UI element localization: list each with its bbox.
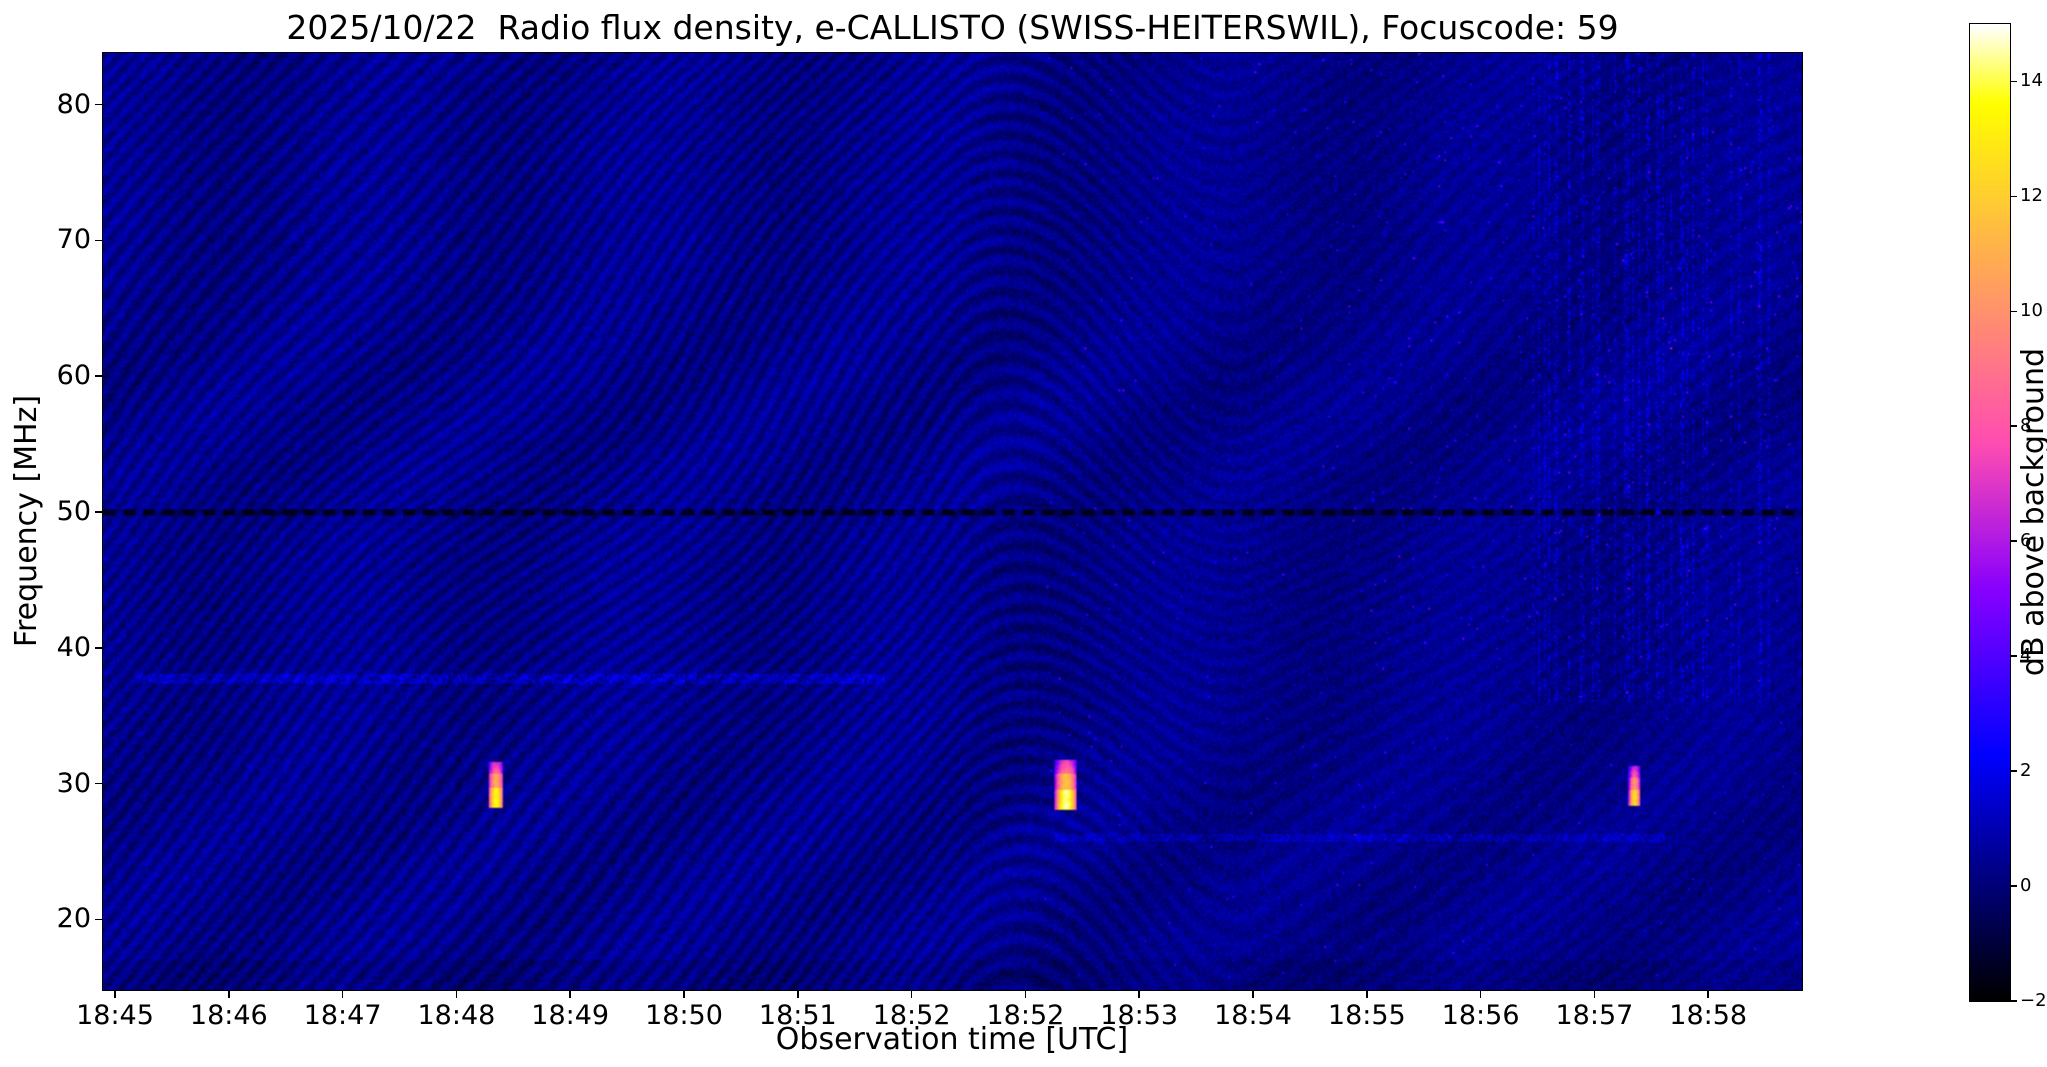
colorbar-tick-mark (2010, 425, 2017, 428)
colorbar-tick-label: 6 (2020, 530, 2032, 552)
x-tick-label: 18:56 (1441, 1000, 1520, 1031)
colorbar-tick-label: −2 (2020, 990, 2047, 1011)
x-tick-label: 18:47 (303, 1000, 382, 1031)
colorbar-tick-mark (2010, 195, 2017, 198)
x-tick-label: 18:48 (417, 1000, 496, 1031)
x-tick-mark (683, 990, 685, 998)
x-tick-mark (1252, 990, 1254, 998)
colorbar-tick-mark (2010, 885, 2017, 887)
colorbar-tick-mark (2010, 655, 2017, 657)
x-axis-label: Observation time [UTC] (775, 1022, 1129, 1057)
y-tick-mark (95, 239, 103, 242)
y-tick-label: 50 (56, 495, 91, 527)
x-tick-label: 18:50 (645, 1000, 723, 1031)
x-tick-label: 18:46 (189, 1000, 268, 1031)
y-tick-label: 20 (56, 903, 91, 935)
x-tick-label: 18:57 (1555, 1000, 1634, 1031)
x-tick-mark (228, 990, 230, 998)
x-tick-mark (1138, 990, 1140, 998)
x-tick-mark (455, 990, 458, 998)
colorbar-tick-label: 0 (2020, 875, 2032, 897)
chart-title: 2025/10/22 Radio flux density, e-CALLIST… (286, 8, 1619, 47)
x-tick-label: 18:45 (76, 1000, 154, 1031)
colorbar-tick-label: 8 (2020, 415, 2032, 437)
y-tick-label: 40 (56, 631, 91, 663)
x-tick-mark (1707, 990, 1709, 998)
x-tick-label: 18:51 (758, 1000, 837, 1031)
y-tick-label: 80 (56, 88, 91, 120)
y-tick-label: 30 (56, 767, 91, 799)
colorbar-gradient (1969, 23, 2010, 1001)
colorbar-tick-label: 2 (2020, 760, 2032, 782)
y-tick-label: 60 (56, 360, 91, 392)
y-tick-mark (95, 782, 103, 785)
x-tick-mark (797, 990, 799, 998)
x-tick-mark (114, 990, 116, 998)
colorbar-tick-mark (2010, 1000, 2017, 1002)
y-tick-mark (95, 375, 103, 377)
x-tick-mark (1366, 990, 1368, 998)
y-tick-mark (95, 103, 103, 106)
y-tick-mark (95, 511, 103, 513)
x-tick-label: 18:52 (986, 1000, 1065, 1031)
x-tick-mark (1593, 990, 1596, 998)
colorbar-tick-label: 14 (2020, 70, 2043, 92)
x-tick-label: 18:54 (1214, 1000, 1292, 1031)
x-tick-label: 18:53 (1100, 1000, 1179, 1031)
colorbar-tick-mark (2010, 770, 2017, 772)
colorbar-tick-label: 12 (2020, 185, 2043, 207)
colorbar-tick-mark (2010, 80, 2017, 83)
colorbar-tick-mark (2010, 540, 2017, 543)
colorbar-tick-mark (2010, 310, 2017, 313)
x-tick-label: 18:52 (872, 1000, 951, 1031)
y-tick-mark (95, 646, 103, 649)
x-tick-mark (341, 990, 344, 998)
x-tick-label: 18:58 (1669, 1000, 1748, 1031)
colorbar (1968, 22, 2011, 1002)
x-tick-mark (569, 990, 571, 998)
x-tick-mark (910, 990, 913, 998)
colorbar-tick-label: 10 (2020, 300, 2043, 322)
x-tick-label: 18:49 (531, 1000, 610, 1031)
x-tick-mark (1479, 990, 1482, 998)
spectrogram-canvas (102, 52, 1802, 990)
x-tick-mark (1024, 990, 1027, 998)
x-tick-label: 18:55 (1327, 1000, 1406, 1031)
colorbar-tick-label: 4 (2020, 645, 2032, 667)
y-tick-mark (95, 918, 103, 921)
y-tick-label: 70 (56, 224, 91, 256)
plot-area (101, 51, 1803, 991)
